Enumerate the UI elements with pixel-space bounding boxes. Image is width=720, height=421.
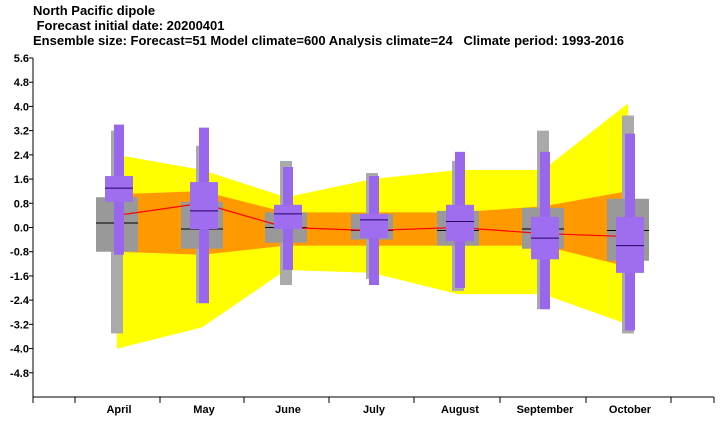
y-tick-label: -4.8 [10,368,29,380]
y-tick-label: 4.8 [14,77,29,89]
x-tick-label: April [106,404,131,416]
y-tick-label: 5.6 [14,53,29,65]
forecast-box-4 [446,204,474,242]
y-tick-label: 1.6 [14,174,29,186]
forecast-box-1 [190,182,218,230]
y-tick-label: -1.6 [10,271,29,283]
y-tick-label: 0.0 [14,223,29,235]
forecast-box-2 [274,204,302,230]
forecast-box-3 [360,213,388,239]
y-tick-label: 3.2 [14,126,29,138]
y-tick-label: 2.4 [14,150,30,162]
x-tick-label: October [609,404,652,416]
x-tick-label: July [363,404,386,416]
x-tick-label: May [193,404,215,416]
x-tick-label: August [441,404,479,416]
y-tick-label: 4.0 [14,101,29,113]
ensemble-info-line: Ensemble size: Forecast=51 Model climate… [33,33,624,48]
y-tick-label: -3.2 [10,319,29,331]
forecast-box-0 [105,176,133,202]
y-tick-label: 0.8 [14,198,29,210]
y-tick-label: -2.4 [10,295,30,307]
forecast-box-6 [616,216,644,273]
forecast-date-line: Forecast initial date: 20200401 [33,18,225,33]
y-tick-label: -0.8 [10,247,29,259]
x-tick-label: September [517,404,575,416]
chart-title: North Pacific dipole [33,3,156,18]
y-tick-label: -4.0 [10,344,29,356]
x-tick-label: June [275,404,301,416]
